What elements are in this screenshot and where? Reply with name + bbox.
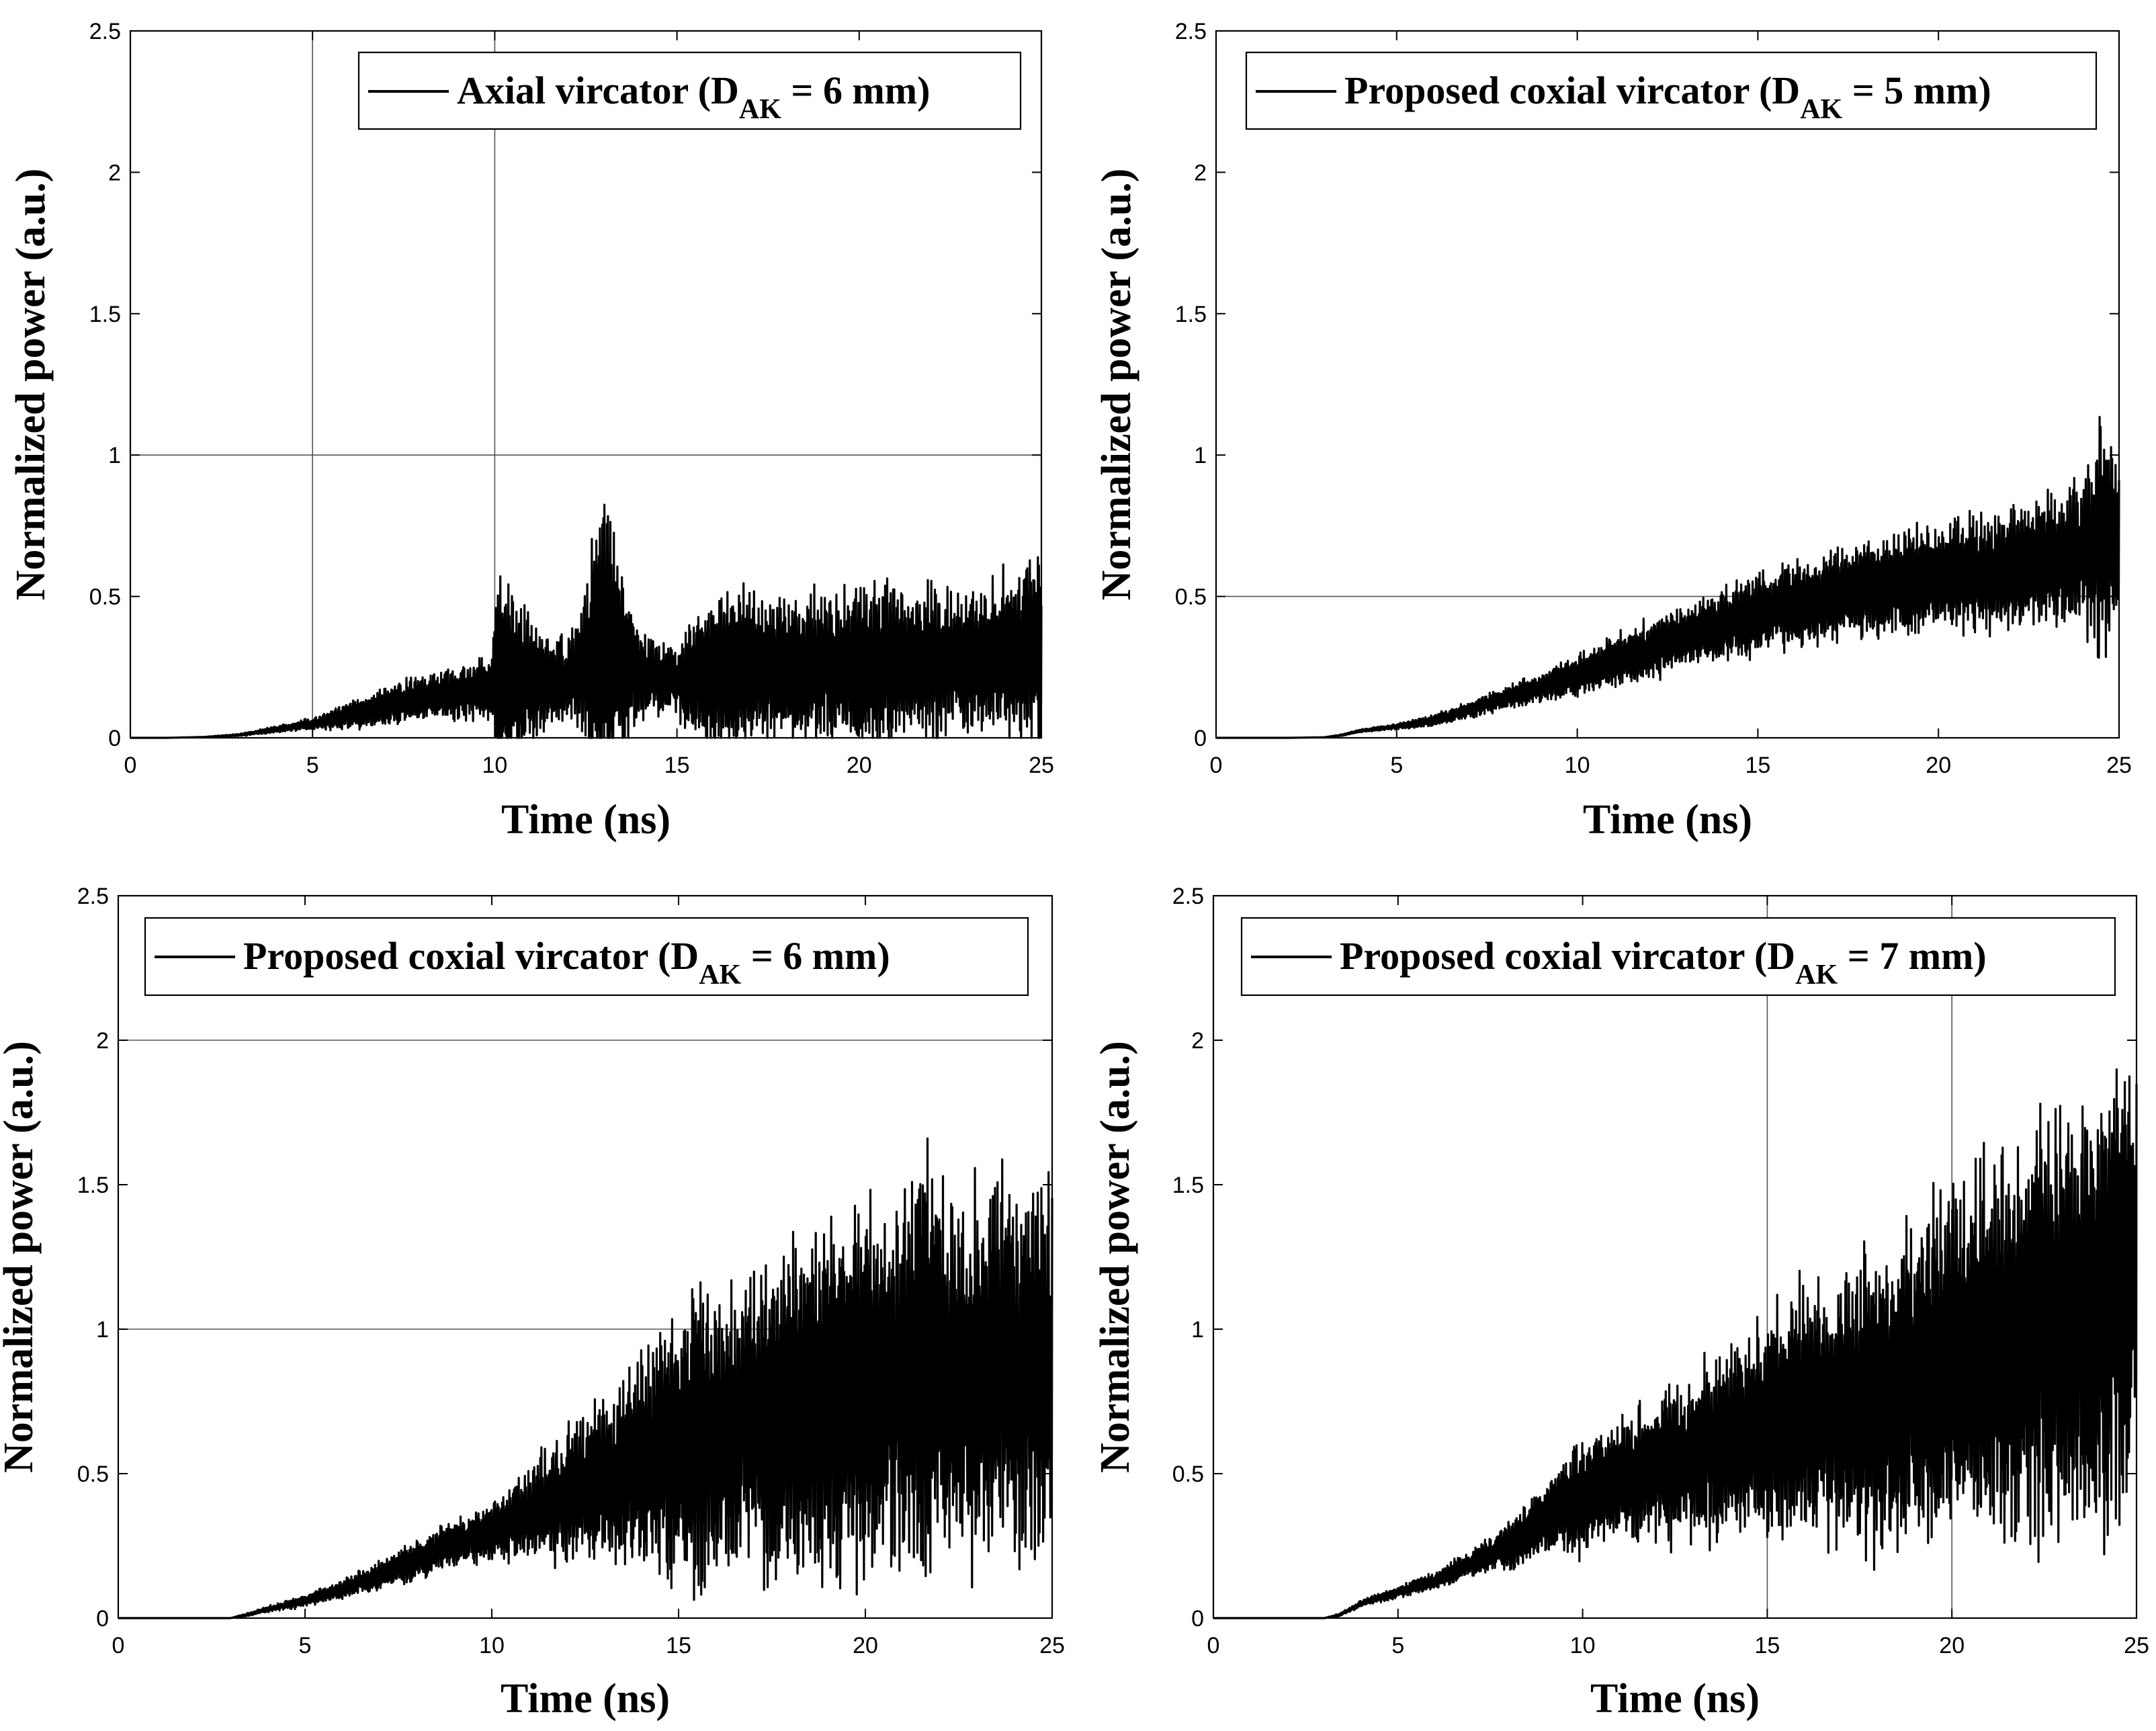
legend-label-main: Proposed coxial vircator (D xyxy=(1340,934,1795,978)
y-tick-label: 1.5 xyxy=(1175,302,1207,327)
x-tick-label: 25 xyxy=(1039,1633,1065,1658)
axes-box xyxy=(117,894,1053,1619)
legend-label-subscript: AK xyxy=(1795,960,1838,990)
axes-box xyxy=(1212,894,2138,1619)
y-tick-label: 1.5 xyxy=(1172,1173,1204,1198)
y-axis-label: Normalized power (a.u.) xyxy=(1092,1041,1138,1473)
legend-label-tail: = 6 mm) xyxy=(781,69,931,112)
legend: Proposed coxial vircator (DAK = 7 mm) xyxy=(1240,917,2116,997)
x-tick-label: 10 xyxy=(1570,1633,1596,1658)
legend: Proposed coxial vircator (DAK = 6 mm) xyxy=(144,917,1029,997)
y-tick-label: 0 xyxy=(1191,1606,1204,1632)
y-tick-label: 2 xyxy=(1194,160,1207,185)
x-tick-label: 5 xyxy=(299,1633,312,1658)
axes-box xyxy=(129,30,1043,739)
legend: Proposed coxial vircator (DAK = 5 mm) xyxy=(1245,51,2098,130)
legend-label-main: Axial vircator (D xyxy=(457,69,739,112)
x-tick-label: 15 xyxy=(1745,753,1770,778)
legend-label: Axial vircator (DAK = 6 mm) xyxy=(457,69,930,125)
y-tick-label: 0.5 xyxy=(1175,585,1207,610)
x-tick-label: 5 xyxy=(1391,1633,1404,1658)
y-tick-label: 0.5 xyxy=(77,1462,109,1487)
y-tick-label: 1 xyxy=(1191,1317,1204,1343)
legend-label: Proposed coxial vircator (DAK = 6 mm) xyxy=(243,934,890,990)
y-tick-label: 2.5 xyxy=(1172,884,1204,909)
chart-panel-3: 0 5 10 15 20 25 0 0.5 1 1.5 2 2.5 Time (ns) Normalize… xyxy=(0,884,1065,1722)
chart-panel-1: 0 5 10 15 20 25 0 0.5 1 1.5 2 2.5 Time (ns) Normalize… xyxy=(8,19,1054,843)
legend-label-subscript: AK xyxy=(739,94,781,125)
legend-label: Proposed coxial vircator (DAK = 5 mm) xyxy=(1344,69,1991,125)
legend-label-subscript: AK xyxy=(699,960,741,990)
x-tick-label: 0 xyxy=(1210,753,1223,778)
x-tick-label: 10 xyxy=(1565,753,1590,778)
y-axis-label: Normalized power (a.u.) xyxy=(1094,169,1139,601)
y-tick-label: 1 xyxy=(96,1317,109,1343)
series-line xyxy=(117,1137,1053,1619)
x-tick-label: 25 xyxy=(2124,1633,2149,1658)
chart-panel-2: 0 5 10 15 20 25 0 0.5 1 1.5 2 2.5 Time (ns) Normalize… xyxy=(1094,19,2132,843)
legend-label-main: Proposed coxial vircator (D xyxy=(243,934,699,978)
x-axis-label: Time (ns) xyxy=(1583,797,1752,843)
x-tick-label: 10 xyxy=(479,1633,505,1658)
x-axis-label: Time (ns) xyxy=(501,1676,670,1722)
y-tick-label: 0.5 xyxy=(1172,1462,1204,1487)
y-tick-label: 1.5 xyxy=(89,302,121,327)
legend-label: Proposed coxial vircator (DAK = 7 mm) xyxy=(1340,934,1987,990)
y-tick-label: 1 xyxy=(108,443,121,468)
y-tick-label: 2 xyxy=(96,1028,109,1054)
y-tick-label: 0 xyxy=(1194,726,1207,751)
legend-box xyxy=(1240,917,2116,997)
x-tick-label: 5 xyxy=(306,753,319,778)
legend-label-tail: = 7 mm) xyxy=(1838,934,1987,978)
y-tick-label: 0 xyxy=(108,726,121,751)
y-tick-label: 1 xyxy=(1194,443,1207,468)
y-tick-label: 0.5 xyxy=(89,585,121,610)
y-tick-label: 1.5 xyxy=(77,1173,109,1198)
y-axis-label: Normalized power (a.u.) xyxy=(0,1041,42,1473)
y-tick-label: 2 xyxy=(1191,1028,1204,1054)
x-tick-label: 20 xyxy=(1926,753,1951,778)
legend-box xyxy=(357,51,1022,130)
y-tick-label: 2.5 xyxy=(89,19,121,44)
legend-label-tail: = 6 mm) xyxy=(741,934,890,978)
x-tick-label: 0 xyxy=(1207,1633,1220,1658)
legend-label-subscript: AK xyxy=(1800,94,1842,125)
x-tick-label: 25 xyxy=(1029,753,1054,778)
legend-box xyxy=(1245,51,2098,130)
x-tick-label: 20 xyxy=(1939,1633,1965,1658)
legend-box xyxy=(144,917,1029,997)
series-line xyxy=(1215,415,2120,739)
x-tick-label: 15 xyxy=(666,1633,691,1658)
legend: Axial vircator (DAK = 6 mm) xyxy=(357,51,1022,130)
x-tick-label: 0 xyxy=(112,1633,125,1658)
y-tick-label: 2.5 xyxy=(77,884,109,909)
x-tick-label: 5 xyxy=(1390,753,1403,778)
x-axis-label: Time (ns) xyxy=(501,797,671,843)
x-tick-label: 15 xyxy=(664,753,690,778)
legend-label-main: Proposed coxial vircator (D xyxy=(1344,69,1800,112)
y-axis-label: Normalized power (a.u.) xyxy=(8,169,54,601)
series-line xyxy=(1212,1068,2138,1619)
y-tick-label: 2.5 xyxy=(1175,19,1207,44)
series-line xyxy=(129,503,1043,739)
x-tick-label: 20 xyxy=(847,753,872,778)
axes-box xyxy=(1215,30,2120,739)
x-tick-label: 0 xyxy=(124,753,137,778)
x-axis-label: Time (ns) xyxy=(1590,1676,1760,1722)
chart-panel-4: 0 5 10 15 20 25 0 0.5 1 1.5 2 2.5 Time (ns) Normalize… xyxy=(1092,884,2149,1722)
y-tick-label: 0 xyxy=(96,1606,109,1632)
x-tick-label: 10 xyxy=(482,753,507,778)
x-tick-label: 15 xyxy=(1754,1633,1780,1658)
x-tick-label: 25 xyxy=(2106,753,2132,778)
legend-label-tail: = 5 mm) xyxy=(1842,69,1991,112)
y-tick-label: 2 xyxy=(108,160,121,185)
x-tick-label: 20 xyxy=(853,1633,878,1658)
